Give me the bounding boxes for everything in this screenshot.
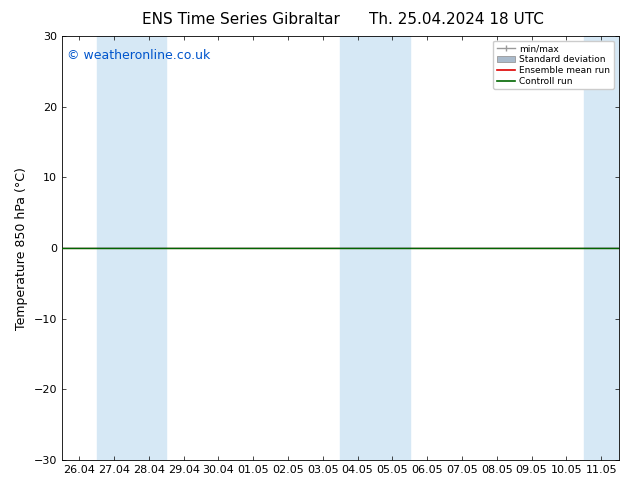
Bar (97, 36, 131, 460)
Legend: min/max, Standard deviation, Ensemble mean run, Controll run: min/max, Standard deviation, Ensemble me… (493, 41, 614, 89)
Bar (584, 36, 619, 460)
Bar (340, 36, 375, 460)
Y-axis label: Temperature 850 hPa (°C): Temperature 850 hPa (°C) (15, 167, 28, 330)
Text: Th. 25.04.2024 18 UTC: Th. 25.04.2024 18 UTC (369, 12, 544, 27)
Bar (131, 36, 166, 460)
Bar (619, 36, 634, 460)
Bar (375, 36, 410, 460)
Text: © weatheronline.co.uk: © weatheronline.co.uk (67, 49, 210, 62)
Text: ENS Time Series Gibraltar: ENS Time Series Gibraltar (142, 12, 340, 27)
